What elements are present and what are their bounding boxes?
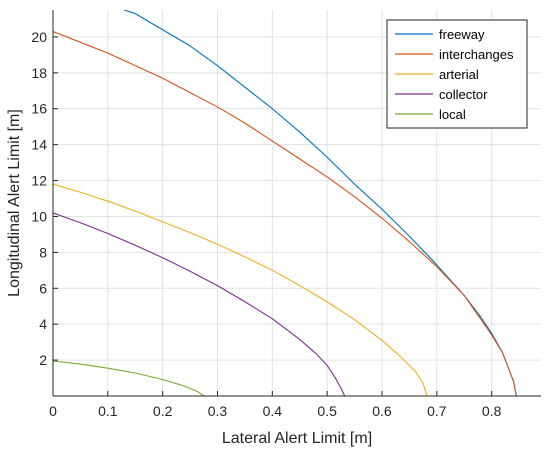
axes: [52, 10, 541, 397]
legend-label-local: local: [439, 107, 466, 122]
y-axis-title: Longitudinal Alert Limit [m]: [6, 109, 23, 297]
series-line-local: [53, 360, 205, 396]
legend-label-collector: collector: [439, 87, 488, 102]
tick-labels: 0 0.1 0.2 0.3 0.4 0.5 0.6 0.7 0.8 2 4 6 8 10 12 14 16 18 2…: [31, 29, 501, 419]
x-tick-label: 0.6: [372, 403, 392, 419]
x-tick-label: 0.3: [208, 403, 228, 419]
legend-label-arterial: arterial: [439, 67, 479, 82]
series-lines: [53, 10, 517, 396]
x-tick-label: 0.4: [263, 403, 283, 419]
x-tick-label: 0.7: [427, 403, 447, 419]
y-tick-label: 10: [31, 208, 47, 224]
y-tick-label: 16: [31, 101, 47, 117]
series-line-interchanges: [53, 30, 517, 396]
legend: freeway interchanges arterial collector loca…: [386, 19, 528, 129]
y-tick-label: 12: [31, 173, 47, 189]
y-tick-label: 18: [31, 65, 47, 81]
series-line-collector: [53, 212, 346, 396]
x-tick-label: 0.2: [153, 403, 173, 419]
y-tick-label: 8: [39, 244, 47, 260]
x-axis-title: Lateral Alert Limit [m]: [222, 430, 372, 447]
legend-label-freeway: freeway: [439, 27, 485, 42]
y-tick-label: 20: [31, 29, 47, 45]
y-tick-label: 4: [39, 316, 47, 332]
x-tick-label: 0.1: [98, 403, 118, 419]
x-tick-label: 0.5: [317, 403, 337, 419]
legend-label-interchanges: interchanges: [439, 47, 514, 62]
x-tick-label: 0: [49, 403, 57, 419]
y-tick-label: 6: [39, 280, 47, 296]
x-tick-label: 0.8: [482, 403, 502, 419]
y-tick-label: 14: [31, 137, 47, 153]
series-line-arterial: [53, 183, 428, 396]
y-tick-label: 2: [39, 352, 47, 368]
